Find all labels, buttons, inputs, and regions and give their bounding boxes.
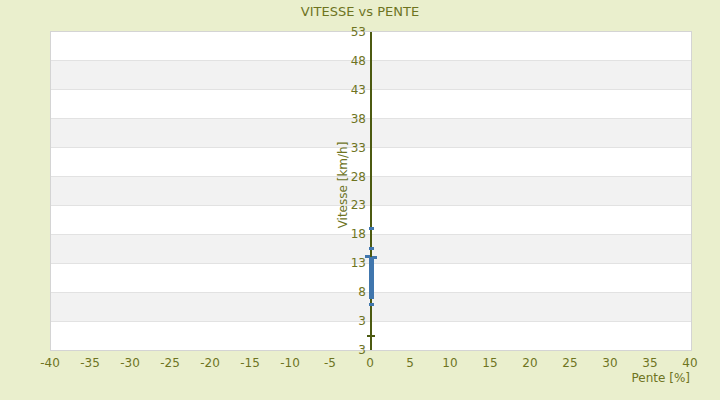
data-point xyxy=(369,303,374,306)
y-tick-label: 3 xyxy=(326,314,366,328)
x-tick-label: -10 xyxy=(270,356,310,370)
x-tick-label: -35 xyxy=(70,356,110,370)
x-tick-label: -15 xyxy=(230,356,270,370)
x-tick-label: -5 xyxy=(310,356,350,370)
y-tick-label: 43 xyxy=(326,83,366,97)
x-tick-label: -40 xyxy=(30,356,70,370)
x-tick-label: 35 xyxy=(630,356,670,370)
data-point xyxy=(369,296,374,299)
y-axis-line xyxy=(370,32,372,350)
x-tick-label: -20 xyxy=(190,356,230,370)
data-point xyxy=(369,247,374,250)
chart-title: VITESSE vs PENTE xyxy=(0,4,720,19)
x-tick-label: 5 xyxy=(390,356,430,370)
x-axis-title: Pente [%] xyxy=(632,371,690,385)
y-tick-label: 38 xyxy=(326,112,366,126)
y-tick-label: 3 xyxy=(326,343,366,357)
x-tick-label: -25 xyxy=(150,356,190,370)
x-tick-label: 10 xyxy=(430,356,470,370)
x-tick-label: -30 xyxy=(110,356,150,370)
y-axis-title: Vitesse [km/h] xyxy=(336,135,350,235)
y-tick-label: 53 xyxy=(326,25,366,39)
x-tick-label: 0 xyxy=(350,356,390,370)
data-point xyxy=(369,227,374,230)
y-tick-label: 13 xyxy=(326,256,366,270)
x-tick-label: 30 xyxy=(590,356,630,370)
y-tick-label: 48 xyxy=(326,54,366,68)
y-axis-tick xyxy=(367,335,375,337)
x-tick-label: 15 xyxy=(470,356,510,370)
x-tick-label: 40 xyxy=(670,356,710,370)
y-tick-label: 8 xyxy=(326,285,366,299)
x-tick-label: 20 xyxy=(510,356,550,370)
x-tick-label: 25 xyxy=(550,356,590,370)
plot-area: 534843383328231813833 xyxy=(50,31,692,351)
